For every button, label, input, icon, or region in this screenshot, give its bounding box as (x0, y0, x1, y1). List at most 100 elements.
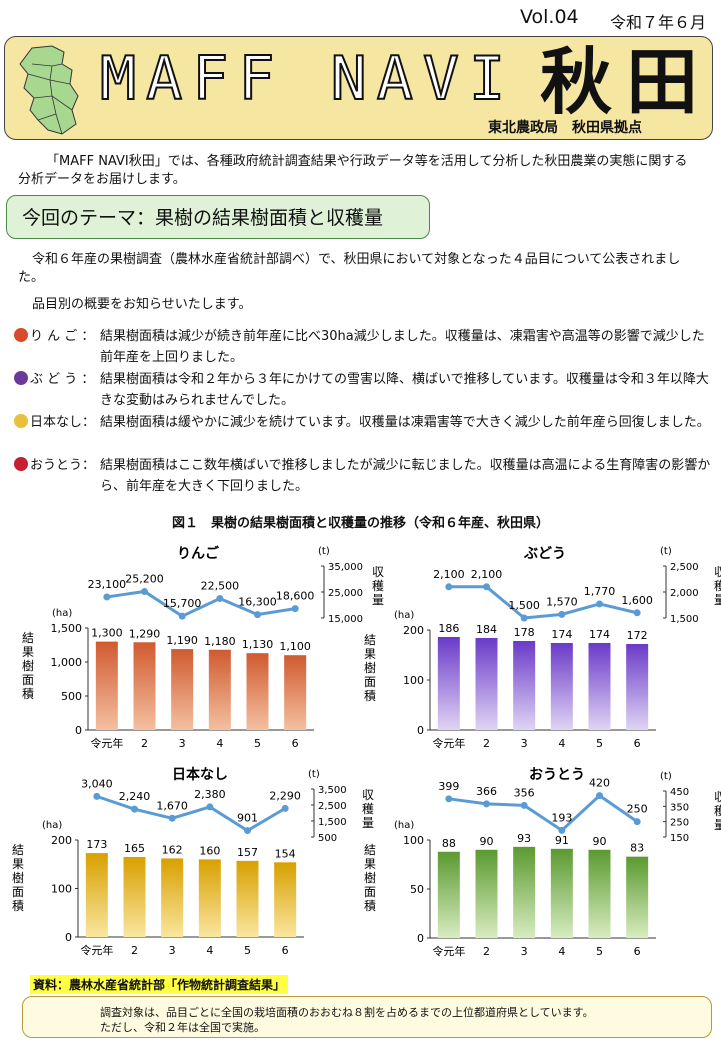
x-tick-label: 5 (596, 945, 603, 958)
line-point (141, 587, 148, 595)
y-right-label-char: 収 (714, 565, 721, 579)
bar (284, 655, 307, 730)
apple-icon (14, 328, 28, 342)
line-value-label: 2,100 (433, 568, 465, 581)
x-tick-label: 4 (558, 945, 565, 958)
bar-value-label: 1,190 (166, 634, 198, 647)
y-label-char: 果 (364, 857, 376, 871)
line-point (254, 611, 261, 619)
y-right-label-char: 量 (362, 816, 374, 830)
line-value-label: 1,670 (156, 799, 188, 812)
y-label-char: 果 (22, 645, 34, 659)
survey-note-line-2: ただし、令和２年は全国で実施。 (100, 1021, 265, 1034)
line-point (483, 583, 490, 591)
y-tick-label: 200 (51, 834, 72, 847)
item-text: 結果樹面積は令和２年から３年にかけての雪害以降、横ばいで推移しています。収穫量は… (100, 372, 709, 408)
line-point (483, 800, 490, 808)
line-value-label: 25,200 (125, 572, 164, 585)
bar (626, 856, 649, 938)
line-point (596, 600, 603, 608)
item-label: 日本なし： (30, 415, 96, 430)
y-tick-label: 0 (65, 931, 72, 944)
theme-title: 今回のテーマ：果樹の結果樹面積と収穫量 (22, 207, 384, 229)
bar (475, 638, 498, 730)
line-value-label: 356 (514, 786, 535, 799)
line-point (291, 605, 299, 613)
y-tick-label: 0 (417, 724, 424, 737)
x-tick-label: 2 (483, 737, 490, 750)
line-value-label: 1,570 (546, 595, 578, 608)
bar-value-label: 162 (162, 843, 183, 856)
line-value-label: 22,500 (201, 580, 240, 593)
y-label-char: 面 (364, 675, 376, 689)
y-right-tick-label: 2,500 (318, 801, 347, 812)
line-point (520, 614, 528, 622)
line-value-label: 15,700 (163, 597, 202, 610)
volume-number: Vol.04 (520, 6, 579, 28)
y-right-unit: (t) (318, 546, 330, 557)
y-label-char: 樹 (364, 871, 376, 885)
line-value-label: 420 (589, 777, 610, 790)
item-label: おうとう： (30, 458, 96, 473)
y-right-tick-label: 150 (670, 833, 689, 844)
y-label-char: 樹 (364, 661, 376, 675)
x-tick-label: 4 (558, 737, 565, 750)
y-right-tick-label: 1,500 (318, 817, 347, 828)
bar-value-label: 1,130 (242, 638, 274, 651)
item-label: り ん ご ： (30, 329, 95, 344)
bar-value-label: 160 (199, 844, 220, 857)
line-point (445, 583, 453, 591)
y-tick-label: 100 (403, 674, 424, 687)
theme-box (6, 195, 430, 239)
x-tick-label: 6 (292, 737, 299, 750)
y-right-label-char: 穫 (714, 804, 721, 818)
y-label-char: 結 (22, 631, 34, 645)
line-series (106, 589, 296, 618)
line-value-label: 399 (438, 780, 459, 793)
bar-value-label: 91 (555, 834, 569, 847)
y-right-label-char: 収 (362, 788, 374, 802)
x-tick-label: 6 (634, 945, 641, 958)
bar-value-label: 178 (514, 626, 535, 639)
item-text: 結果樹面積は緩やかに減少を続けています。収穫量は凍霜害等で大きく減少した前年産ら… (100, 415, 710, 430)
line-value-label: 16,300 (238, 596, 277, 609)
bar (161, 858, 184, 937)
y-right-label-char: 量 (714, 818, 721, 832)
banner-organization: 東北農政局 秋田県拠点 (488, 120, 642, 136)
y-right-tick-label: 35,000 (328, 562, 363, 573)
line-point (520, 801, 528, 809)
bar-value-label: 157 (237, 846, 258, 859)
bar (626, 644, 649, 730)
bar (236, 860, 259, 937)
y-right-tick-label: 15,000 (328, 614, 363, 625)
bar (550, 643, 573, 730)
x-tick-label: 3 (179, 737, 186, 750)
line-series (448, 793, 639, 833)
pear-icon (14, 414, 28, 428)
y-right-unit: (t) (660, 771, 672, 782)
y-right-tick-label: 450 (670, 787, 689, 798)
bar (274, 862, 297, 937)
y-right-tick-label: 250 (670, 818, 689, 829)
x-tick-label: 令元年 (80, 943, 113, 957)
line-value-label: 2,100 (471, 568, 503, 581)
y-right-label-char: 量 (372, 593, 384, 607)
intro-paragraph: 「MAFF NAVI秋田」では、各種政府統計調査結果や行政データ等を活用して分析… (18, 154, 688, 187)
bar (437, 637, 460, 730)
x-tick-label: 2 (141, 737, 148, 750)
line-value-label: 250 (627, 803, 648, 816)
line-value-label: 193 (551, 811, 572, 824)
x-tick-label: 5 (596, 737, 603, 750)
line-series (448, 585, 638, 620)
y-label-char: 結 (12, 843, 24, 857)
bar-value-label: 1,100 (279, 640, 311, 653)
y-right-tick-label: 350 (670, 802, 689, 813)
title-banner (4, 36, 713, 140)
bar-value-label: 186 (438, 622, 459, 635)
bar (550, 848, 573, 938)
bar-value-label: 93 (517, 832, 531, 845)
x-tick-label: 3 (169, 944, 176, 957)
y-label-char: 樹 (12, 871, 24, 885)
y-label-char: 積 (364, 688, 376, 703)
